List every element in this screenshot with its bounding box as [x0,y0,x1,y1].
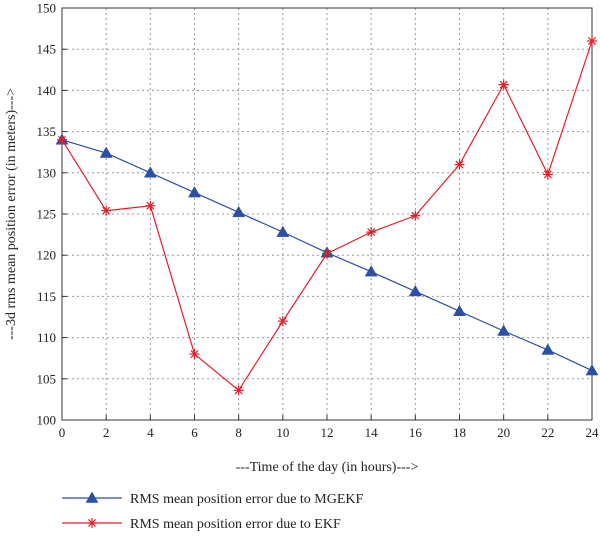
x-axis-ticks: 0 2 4 6 8 10 12 14 16 18 20 22 24 [59,415,599,440]
data-point [587,35,597,46]
x-tick-label: 18 [453,425,466,440]
x-tick-label: 22 [541,425,554,440]
data-point [585,364,599,376]
legend-marker [87,518,97,528]
y-tick-label: 115 [37,289,56,304]
y-tick-label: 110 [37,330,56,345]
data-point [233,385,244,396]
data-point [453,304,466,316]
y-axis-title: ---3d rms mean position error (in meters… [4,88,19,340]
data-point [366,227,377,238]
x-axis-title: ---Time of the day (in hours)---> [236,460,419,475]
data-point [145,200,156,211]
data-point [276,225,290,237]
x-tick-label: 12 [321,425,334,440]
data-point [143,166,157,178]
x-tick-label: 14 [365,425,379,440]
data-point [189,349,200,360]
y-tick-label: 145 [37,42,57,57]
data-point [232,205,246,218]
data-point [498,79,509,90]
data-point [408,284,422,297]
legend-item: RMS mean position error due to EKF [62,517,341,532]
grid-lines [62,8,592,420]
y-axis-ticks: 100 105 110 115 120 125 130 135 140 145 150 [37,1,67,428]
x-tick-label: 24 [586,425,600,440]
x-tick-label: 2 [103,425,110,440]
data-point [57,134,67,145]
data-point [541,343,555,355]
x-tick-label: 10 [276,425,289,440]
legend-item: RMS mean position error due to MGEKF [62,491,364,507]
legend-marker [85,491,99,503]
data-point [454,159,465,170]
y-tick-label: 140 [37,83,57,98]
y-tick-label: 135 [37,124,57,139]
y-tick-label: 125 [37,207,57,222]
data-point [410,210,421,221]
y-tick-label: 120 [37,248,57,263]
legend-label: RMS mean position error due to EKF [130,517,341,532]
x-tick-label: 4 [147,425,154,440]
legend-label: RMS mean position error due to MGEKF [130,492,364,507]
x-tick-label: 20 [497,425,510,440]
legend: RMS mean position error due to MGEKF RMS … [62,491,364,532]
data-point [364,265,378,277]
data-point [101,205,112,216]
data-point [322,248,332,259]
data-point [99,146,113,158]
data-point [497,324,511,336]
x-tick-label: 16 [409,425,423,440]
series-2 [57,35,597,396]
x-tick-label: 0 [59,425,66,440]
y-tick-label: 150 [37,1,57,16]
data-point [542,169,553,180]
x-tick-label: 6 [191,425,198,440]
y-tick-label: 100 [37,413,57,428]
series-group [55,35,599,396]
data-point [277,316,288,327]
y-tick-label: 130 [37,165,57,180]
data-point [188,186,201,198]
x-tick-label: 8 [235,425,242,440]
y-tick-label: 105 [37,371,57,386]
